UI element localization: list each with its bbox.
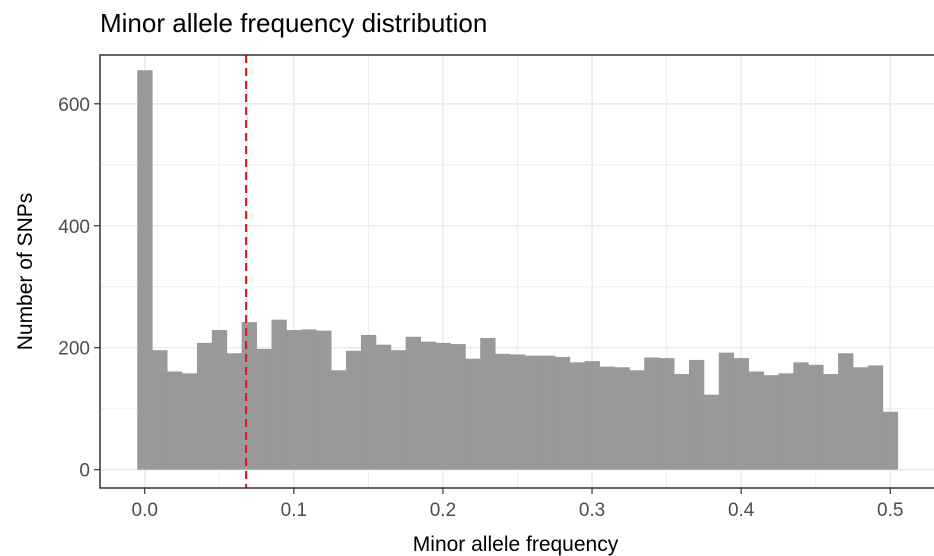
histogram-bar <box>629 370 645 470</box>
histogram-bar <box>316 330 332 470</box>
y-axis-title: Number of SNPs <box>14 193 37 351</box>
histogram-bar <box>346 350 362 470</box>
histogram-bar <box>375 344 392 470</box>
x-tick-label: 0.0 <box>132 500 158 521</box>
histogram-bar <box>226 353 243 470</box>
histogram-bar <box>495 353 511 470</box>
histogram-bar <box>554 356 571 470</box>
x-tick-label: 0.3 <box>579 500 605 521</box>
histogram-bar <box>584 361 600 470</box>
y-tick-label: 600 <box>58 95 90 116</box>
histogram-bar <box>823 373 839 470</box>
y-axis: 0 200 400 600 <box>58 95 100 482</box>
histogram-bar <box>882 411 899 470</box>
histogram-bar <box>852 367 869 470</box>
x-tick-label: 0.2 <box>430 500 456 521</box>
histogram-bar <box>435 342 451 470</box>
x-tick-label: 0.4 <box>728 500 755 521</box>
histogram-bar <box>286 330 302 470</box>
x-tick-label: 0.1 <box>281 500 307 521</box>
histogram-bar <box>733 358 750 470</box>
histogram-bar <box>152 350 168 470</box>
histogram-bar <box>390 350 407 470</box>
histogram-bar <box>688 359 705 470</box>
histogram-bar <box>748 371 764 470</box>
panel-border <box>99 54 934 489</box>
histogram-bar <box>778 373 794 470</box>
histogram-bar <box>241 322 257 470</box>
y-tick-label: 400 <box>58 217 90 238</box>
histogram-bar <box>867 365 884 470</box>
histogram-bar <box>167 371 183 470</box>
histogram-bar <box>450 344 466 470</box>
histogram-bar <box>182 373 198 470</box>
x-axis-title: Minor allele frequency <box>413 533 619 556</box>
histogram-bar <box>510 354 526 470</box>
histogram-bar <box>196 342 213 470</box>
histogram-bar <box>480 337 496 470</box>
histogram-bar <box>331 370 347 470</box>
histogram-bar <box>137 70 153 470</box>
x-axis: 0.0 0.1 0.2 0.3 0.4 0.5 <box>132 488 903 521</box>
histogram-bar <box>808 364 824 470</box>
histogram-bar <box>718 352 735 470</box>
histogram-bar <box>763 375 779 470</box>
histogram-bar <box>271 319 287 470</box>
y-tick-label: 200 <box>58 339 90 360</box>
histogram-bar <box>674 373 690 470</box>
histogram-bar <box>524 355 541 470</box>
y-tick-label: 0 <box>79 461 90 482</box>
histogram-bar <box>569 362 585 470</box>
chart-title: Minor allele frequency distribution <box>100 8 488 38</box>
histogram-bar <box>659 358 675 470</box>
histogram-bar <box>420 341 436 470</box>
histogram-bar <box>405 336 421 470</box>
histogram-bar <box>256 348 272 470</box>
histogram-bar <box>539 355 556 470</box>
histogram-bars <box>137 70 899 470</box>
histogram-bar <box>599 366 615 470</box>
histogram-bar <box>614 367 630 470</box>
histogram-bar <box>211 330 228 470</box>
histogram-bar <box>793 362 809 470</box>
x-tick-label: 0.5 <box>877 500 903 521</box>
histogram-bar <box>644 357 660 470</box>
histogram-bar <box>838 353 854 470</box>
histogram-bar <box>301 329 317 470</box>
histogram-bar <box>360 334 377 470</box>
histogram-bar <box>703 394 720 470</box>
histogram-bar <box>465 358 481 470</box>
